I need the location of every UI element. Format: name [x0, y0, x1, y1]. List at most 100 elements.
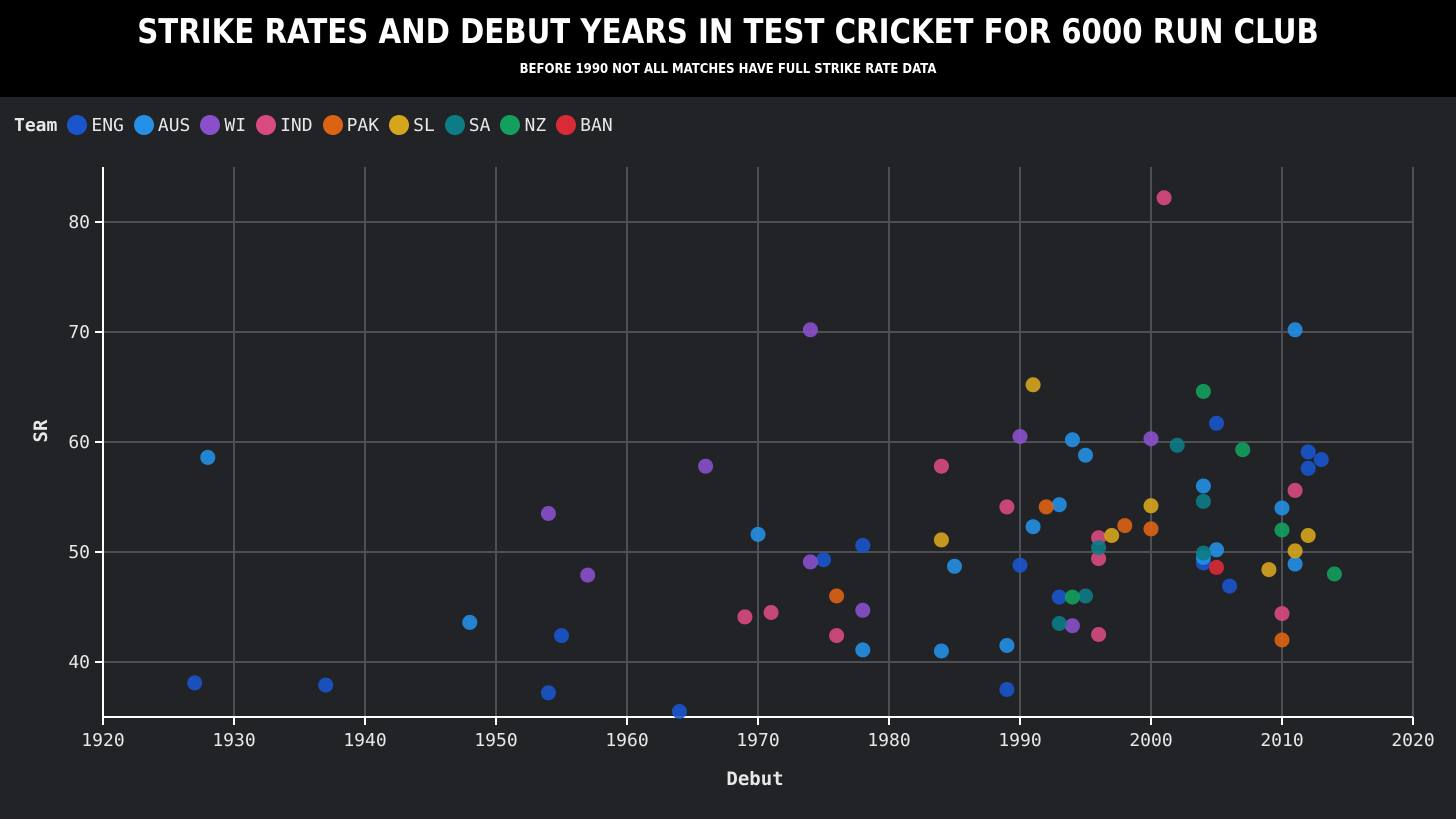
data-point-aus[interactable] [200, 449, 216, 465]
data-point-ind[interactable] [933, 458, 949, 474]
data-point-eng[interactable] [1313, 452, 1329, 468]
data-point-aus[interactable] [1064, 432, 1080, 448]
data-point-wi[interactable] [855, 602, 871, 618]
data-point-aus[interactable] [933, 643, 949, 659]
data-point-sa[interactable] [1169, 437, 1185, 453]
data-point-pak[interactable] [1038, 499, 1054, 515]
data-point-pak[interactable] [829, 588, 845, 604]
data-point-aus[interactable] [1051, 497, 1067, 513]
data-point-aus[interactable] [1287, 556, 1303, 572]
data-point-eng[interactable] [1012, 557, 1028, 573]
data-point-wi[interactable] [802, 322, 818, 338]
data-point-ban[interactable] [1209, 559, 1224, 575]
legend-item-sl[interactable]: SL [389, 115, 435, 136]
data-point-ind[interactable] [999, 499, 1015, 515]
data-point-ind[interactable] [1274, 606, 1290, 622]
data-point-aus[interactable] [462, 614, 478, 630]
legend-item-ind[interactable]: IND [256, 115, 313, 136]
x-tick-label: 1920 [81, 730, 124, 751]
legend-item-ban[interactable]: BAN [556, 115, 613, 136]
y-tick-label: 60 [68, 432, 90, 453]
data-point-eng[interactable] [671, 704, 687, 719]
data-points [187, 190, 1342, 719]
data-point-eng[interactable] [1209, 415, 1224, 431]
legend-dot-icon [133, 115, 154, 135]
data-point-aus[interactable] [855, 642, 871, 658]
data-point-pak[interactable] [1117, 518, 1133, 534]
data-point-sa[interactable] [1091, 540, 1107, 556]
x-tick-label: 1930 [212, 730, 255, 751]
data-point-eng[interactable] [1222, 578, 1238, 594]
legend-item-pak[interactable]: PAK [322, 115, 379, 136]
data-point-eng[interactable] [816, 552, 831, 568]
data-point-sl[interactable] [933, 532, 949, 548]
data-point-eng[interactable] [1300, 444, 1316, 460]
legend-item-wi[interactable]: WI [200, 115, 246, 136]
data-point-pak[interactable] [1274, 632, 1290, 648]
data-point-sl[interactable] [1300, 528, 1316, 543]
data-point-sl[interactable] [1025, 377, 1041, 393]
data-point-eng[interactable] [540, 685, 556, 701]
data-point-nz[interactable] [1195, 383, 1211, 399]
data-point-ind[interactable] [1091, 627, 1107, 642]
data-point-sl[interactable] [1143, 498, 1159, 514]
data-point-sl[interactable] [1261, 562, 1277, 578]
data-point-pak[interactable] [1143, 521, 1159, 537]
legend-label: ENG [91, 114, 124, 136]
data-point-aus[interactable] [1274, 500, 1290, 516]
data-point-sa[interactable] [1195, 545, 1211, 561]
data-point-nz[interactable] [1064, 589, 1080, 605]
x-tick-label: 1950 [474, 730, 517, 751]
data-point-aus[interactable] [1078, 447, 1093, 463]
data-point-nz[interactable] [1235, 442, 1251, 458]
data-point-ind[interactable] [737, 609, 753, 625]
data-point-wi[interactable] [698, 458, 714, 474]
data-point-eng[interactable] [554, 628, 569, 644]
legend-dot-icon [200, 115, 221, 135]
data-point-aus[interactable] [750, 526, 766, 542]
x-tick-label: 1990 [998, 730, 1041, 751]
data-point-wi[interactable] [802, 554, 818, 570]
data-point-wi[interactable] [540, 506, 556, 521]
legend-item-aus[interactable]: AUS [133, 114, 191, 136]
legend-dot-icon [256, 115, 277, 135]
data-point-ind[interactable] [1287, 482, 1303, 498]
data-point-aus[interactable] [947, 558, 962, 574]
legend-label: NZ [524, 114, 547, 136]
data-point-eng[interactable] [1051, 589, 1067, 605]
data-point-ind[interactable] [763, 605, 779, 620]
legend: Team ENG AUS WI IND PAK SL SA NZ BAN [14, 112, 623, 138]
x-axis-title: Debut [726, 768, 783, 790]
legend-dot-icon [500, 115, 521, 135]
data-point-sa[interactable] [1078, 588, 1093, 604]
data-point-ind[interactable] [829, 628, 845, 644]
data-point-sa[interactable] [1195, 493, 1211, 509]
data-point-aus[interactable] [1209, 542, 1224, 558]
data-point-sa[interactable] [1051, 616, 1067, 631]
data-point-eng[interactable] [855, 537, 871, 553]
data-point-aus[interactable] [1025, 519, 1041, 535]
data-point-wi[interactable] [1012, 429, 1028, 444]
data-point-wi[interactable] [1143, 431, 1159, 447]
legend-label: AUS [157, 114, 191, 136]
data-point-eng[interactable] [187, 675, 203, 691]
data-point-wi[interactable] [580, 567, 596, 583]
data-point-wi[interactable] [1064, 618, 1080, 634]
data-point-sl[interactable] [1104, 528, 1120, 543]
legend-item-eng[interactable]: ENG [67, 115, 124, 136]
data-point-aus[interactable] [1195, 478, 1211, 494]
data-point-eng[interactable] [999, 682, 1015, 697]
legend-item-nz[interactable]: NZ [500, 115, 546, 136]
legend-item-sa[interactable]: SA [444, 114, 491, 136]
data-point-eng[interactable] [318, 677, 334, 693]
data-point-aus[interactable] [1287, 322, 1303, 338]
legend-label: SL [413, 114, 435, 136]
data-point-ind[interactable] [1091, 551, 1107, 567]
data-point-nz[interactable] [1274, 522, 1290, 538]
data-point-ind[interactable] [1156, 190, 1172, 206]
data-point-sl[interactable] [1287, 543, 1303, 559]
data-point-eng[interactable] [1300, 460, 1316, 476]
legend-label: SA [468, 114, 491, 136]
data-point-aus[interactable] [999, 638, 1015, 653]
data-point-nz[interactable] [1326, 566, 1342, 582]
